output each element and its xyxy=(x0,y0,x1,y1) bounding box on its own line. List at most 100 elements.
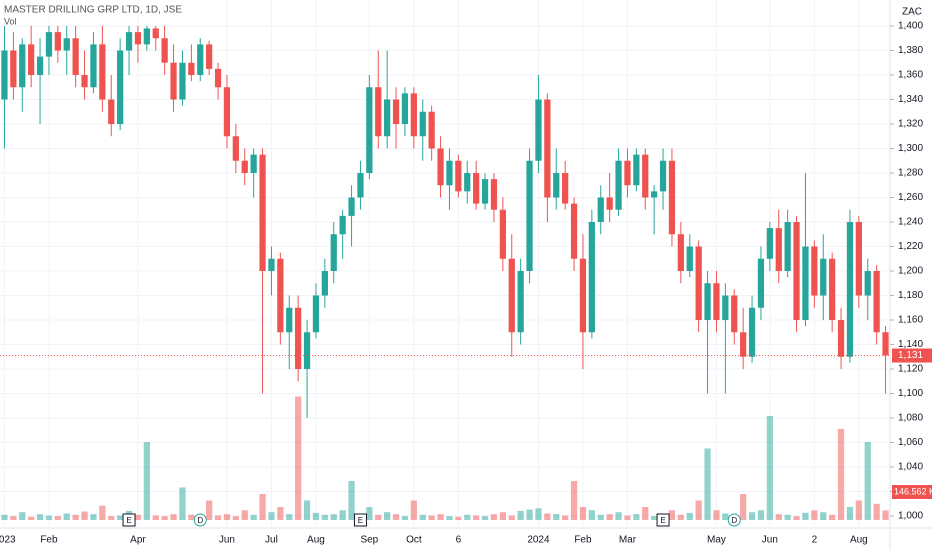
candle-body xyxy=(829,258,836,320)
candle-body xyxy=(54,32,61,51)
candle-body xyxy=(633,154,640,186)
volume-bar xyxy=(1,514,8,520)
volume-bar xyxy=(464,514,471,520)
volume-bar xyxy=(597,514,604,520)
candle-body xyxy=(544,99,551,198)
candle-body xyxy=(277,258,284,333)
volume-bar xyxy=(811,510,818,520)
volume-bar xyxy=(651,516,658,520)
candle-body xyxy=(28,44,35,75)
volume-bar xyxy=(553,514,560,520)
volume-bar xyxy=(473,515,480,520)
volume-bar xyxy=(829,514,836,520)
candle-body xyxy=(820,258,827,296)
volume-bar xyxy=(28,516,35,520)
volume-bar xyxy=(713,510,720,520)
volume-bar xyxy=(45,515,53,520)
candle-body xyxy=(855,222,862,296)
y-tick-label: 1,140 xyxy=(898,339,923,350)
volume-bar xyxy=(348,481,355,520)
candle-body xyxy=(464,173,471,192)
candle-body xyxy=(312,295,320,333)
volume-bar xyxy=(72,514,79,520)
candle-body xyxy=(384,99,391,137)
volume-bar xyxy=(704,448,711,520)
candle-body xyxy=(455,160,462,192)
x-tick-label: Apr xyxy=(130,535,146,546)
volume-bar xyxy=(419,514,426,520)
candle-body xyxy=(375,87,382,137)
x-tick-label: Feb xyxy=(574,535,592,546)
candle-body xyxy=(784,222,791,271)
candle-body xyxy=(677,234,684,271)
x-tick-label: Jun xyxy=(219,535,235,546)
volume-bar xyxy=(90,514,97,520)
volume-bar xyxy=(562,515,569,520)
candle-body xyxy=(1,50,8,100)
candle-body xyxy=(170,62,177,100)
volume-bar xyxy=(722,513,729,520)
volume-bar xyxy=(855,500,862,520)
candle-body xyxy=(864,271,871,296)
volume-bar xyxy=(775,514,782,520)
candle-body xyxy=(152,28,159,39)
y-tick-label: 1,280 xyxy=(898,168,923,179)
candle-body xyxy=(882,332,889,356)
dividend-marker xyxy=(193,513,207,527)
candle-body xyxy=(588,222,595,333)
volume-legend: Vol xyxy=(4,16,17,26)
candle-body xyxy=(63,38,70,51)
volume-bar xyxy=(668,510,676,520)
volume-bar xyxy=(642,507,649,520)
volume-bar xyxy=(846,507,854,520)
volume-bar xyxy=(223,514,231,520)
volume-bar xyxy=(410,500,417,520)
candle-body xyxy=(793,222,800,320)
candle-body xyxy=(410,93,417,137)
candle-body xyxy=(392,99,400,124)
candle-body xyxy=(597,197,604,222)
event-label: E xyxy=(660,516,665,525)
candle-body xyxy=(775,228,782,271)
volume-bar xyxy=(214,515,222,520)
candle-body xyxy=(624,160,631,186)
candle-body xyxy=(339,215,346,235)
volume-bar xyxy=(446,516,453,520)
volume-bar xyxy=(633,514,640,520)
volume-bar xyxy=(544,513,551,520)
x-tick-label: Jul xyxy=(265,535,278,546)
x-tick-label: Oct xyxy=(406,535,422,546)
candle-body xyxy=(570,203,578,259)
volume-bar xyxy=(36,514,44,520)
volume-bar xyxy=(152,515,159,520)
candle-body xyxy=(668,160,676,235)
volume-bar xyxy=(481,516,489,520)
dividend-marker xyxy=(727,513,741,527)
candle-body xyxy=(90,44,97,88)
candle-body xyxy=(259,154,266,271)
volume-bar xyxy=(277,507,284,520)
candle-body xyxy=(223,87,231,137)
volume-bar xyxy=(882,510,889,520)
volume-bar xyxy=(802,512,809,520)
candle-body xyxy=(143,28,150,45)
candle-body xyxy=(295,307,302,369)
volume-bar xyxy=(206,500,213,520)
y-tick-label: 1,060 xyxy=(898,437,923,448)
candle-body xyxy=(366,87,373,173)
candle-body xyxy=(357,173,364,198)
candle-body xyxy=(10,50,17,88)
last-price-tag xyxy=(892,348,932,363)
candle-body xyxy=(206,44,213,69)
volume-bar xyxy=(401,516,409,520)
volume-bar xyxy=(579,507,587,520)
y-tick-label: 1,340 xyxy=(898,94,923,105)
candle-body xyxy=(731,295,738,333)
volume-bar xyxy=(179,487,186,520)
candle-body xyxy=(36,56,44,75)
volume-bar xyxy=(588,510,595,520)
y-tick-label: 1,380 xyxy=(898,45,923,56)
candle-body xyxy=(348,197,355,216)
volume-bar xyxy=(686,512,693,520)
